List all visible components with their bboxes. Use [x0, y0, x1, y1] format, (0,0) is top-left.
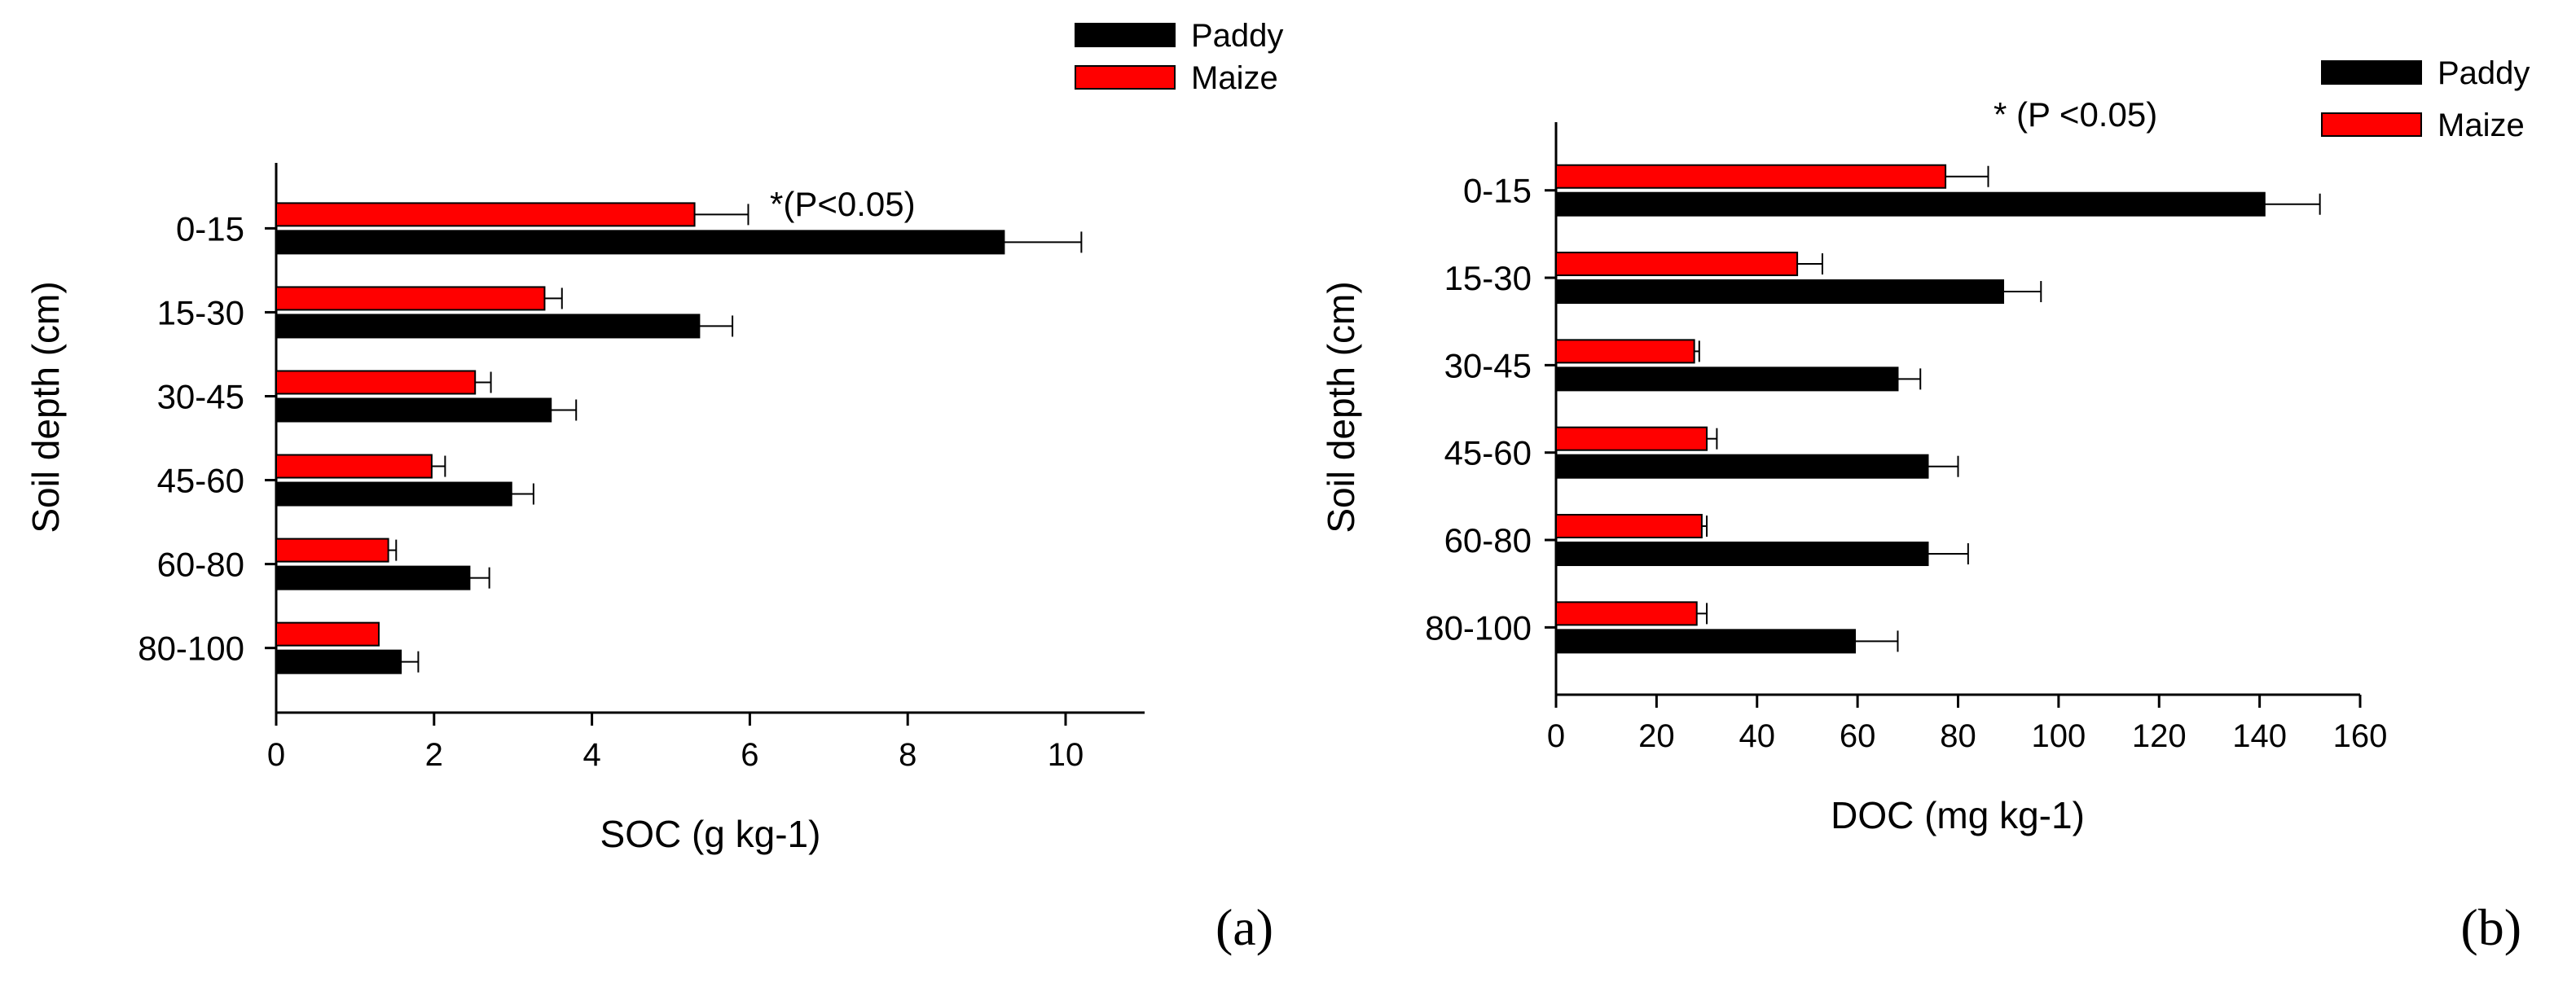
y-tick-label: 15-30: [1444, 259, 1532, 297]
bar-paddy: [275, 314, 701, 339]
x-axis-label: SOC (g kg-1): [600, 813, 821, 855]
bar-paddy: [275, 565, 471, 590]
bar-paddy: [1555, 454, 1929, 479]
x-axis-label: DOC (mg kg-1): [1831, 794, 2085, 836]
bar-paddy: [275, 397, 552, 423]
y-tick-label: 0-15: [1463, 172, 1532, 210]
y-tick-label: 0-15: [176, 209, 244, 248]
significance-annotation: *(P<0.05): [770, 185, 916, 223]
bar-paddy: [275, 230, 1005, 255]
bar-maize: [275, 454, 433, 479]
bar-maize: [275, 370, 477, 395]
y-tick-label: 80-100: [138, 630, 244, 668]
y-axis-label: Soil depth (cm): [1320, 281, 1362, 533]
bar-paddy: [275, 481, 512, 507]
x-tick-label: 80: [1940, 718, 1976, 754]
bar-paddy: [275, 649, 402, 674]
chart-panel-b: 0 20 40 60 80 100 120 140 160 0-15 15-30 30-45 45-60…: [1320, 55, 2530, 956]
x-tick-label: 160: [2333, 718, 2388, 754]
legend-label-maize: Maize: [1191, 60, 1278, 96]
x-tick-label: 60: [1840, 718, 1876, 754]
x-tick-label: 2: [425, 737, 443, 773]
legend-label-maize: Maize: [2438, 108, 2525, 143]
bar-maize: [275, 538, 389, 563]
chart-panel-a: 0 2 4 6 8 10 0-15 15-30 30-45 45-60 60-80 80-100 SOC…: [24, 18, 1283, 956]
bar-maize: [1555, 426, 1708, 451]
legend: Paddy Maize: [1075, 18, 1283, 96]
legend-label-paddy: Paddy: [1191, 18, 1283, 54]
y-tick-label: 45-60: [157, 462, 244, 500]
bar-paddy: [1555, 279, 2005, 305]
bar-paddy: [1555, 542, 1929, 567]
x-tick-label: 8: [899, 737, 917, 773]
x-tick-label: 140: [2232, 718, 2287, 754]
y-tick-label: 45-60: [1444, 434, 1532, 472]
y-tick-label: 30-45: [1444, 346, 1532, 384]
legend-swatch-maize: [1075, 65, 1176, 90]
x-tick-label: 20: [1638, 718, 1675, 754]
y-tick-label: 15-30: [157, 293, 244, 331]
bar-paddy: [1555, 191, 2266, 217]
legend-swatch-paddy: [2321, 60, 2422, 85]
x-tick-label: 40: [1739, 718, 1776, 754]
bar-maize: [275, 621, 380, 647]
legend-swatch-paddy: [1075, 23, 1176, 47]
y-tick-label: 80-100: [1425, 608, 1532, 647]
bar-maize: [1555, 164, 1947, 189]
bar-maize: [1555, 514, 1703, 539]
x-tick-label: 0: [1547, 718, 1565, 754]
y-tick-label: 60-80: [157, 546, 244, 584]
x-tick-label: 4: [582, 737, 600, 773]
y-tick-label: 60-80: [1444, 521, 1532, 560]
x-tick-label: 0: [267, 737, 285, 773]
bar-paddy: [1555, 366, 1899, 392]
bar-maize: [275, 286, 546, 311]
y-axis-label: Soil depth (cm): [24, 281, 67, 533]
bar-maize: [275, 202, 696, 227]
x-tick-label: 10: [1048, 737, 1084, 773]
bar-paddy: [1555, 629, 1857, 654]
bar-maize: [1555, 339, 1695, 364]
y-tick-label: 30-45: [157, 377, 244, 415]
x-tick-label: 120: [2132, 718, 2187, 754]
bar-maize: [1555, 252, 1799, 277]
x-tick-label: 6: [741, 737, 758, 773]
legend-label-paddy: Paddy: [2438, 55, 2530, 91]
legend: Paddy Maize: [2321, 55, 2530, 143]
bar-maize: [1555, 601, 1698, 626]
panel-label: (a): [1215, 898, 1273, 956]
panel-label: (b): [2460, 898, 2521, 956]
legend-swatch-maize: [2321, 112, 2422, 137]
x-tick-label: 100: [2032, 718, 2086, 754]
significance-annotation: * (P <0.05): [1994, 95, 2157, 134]
